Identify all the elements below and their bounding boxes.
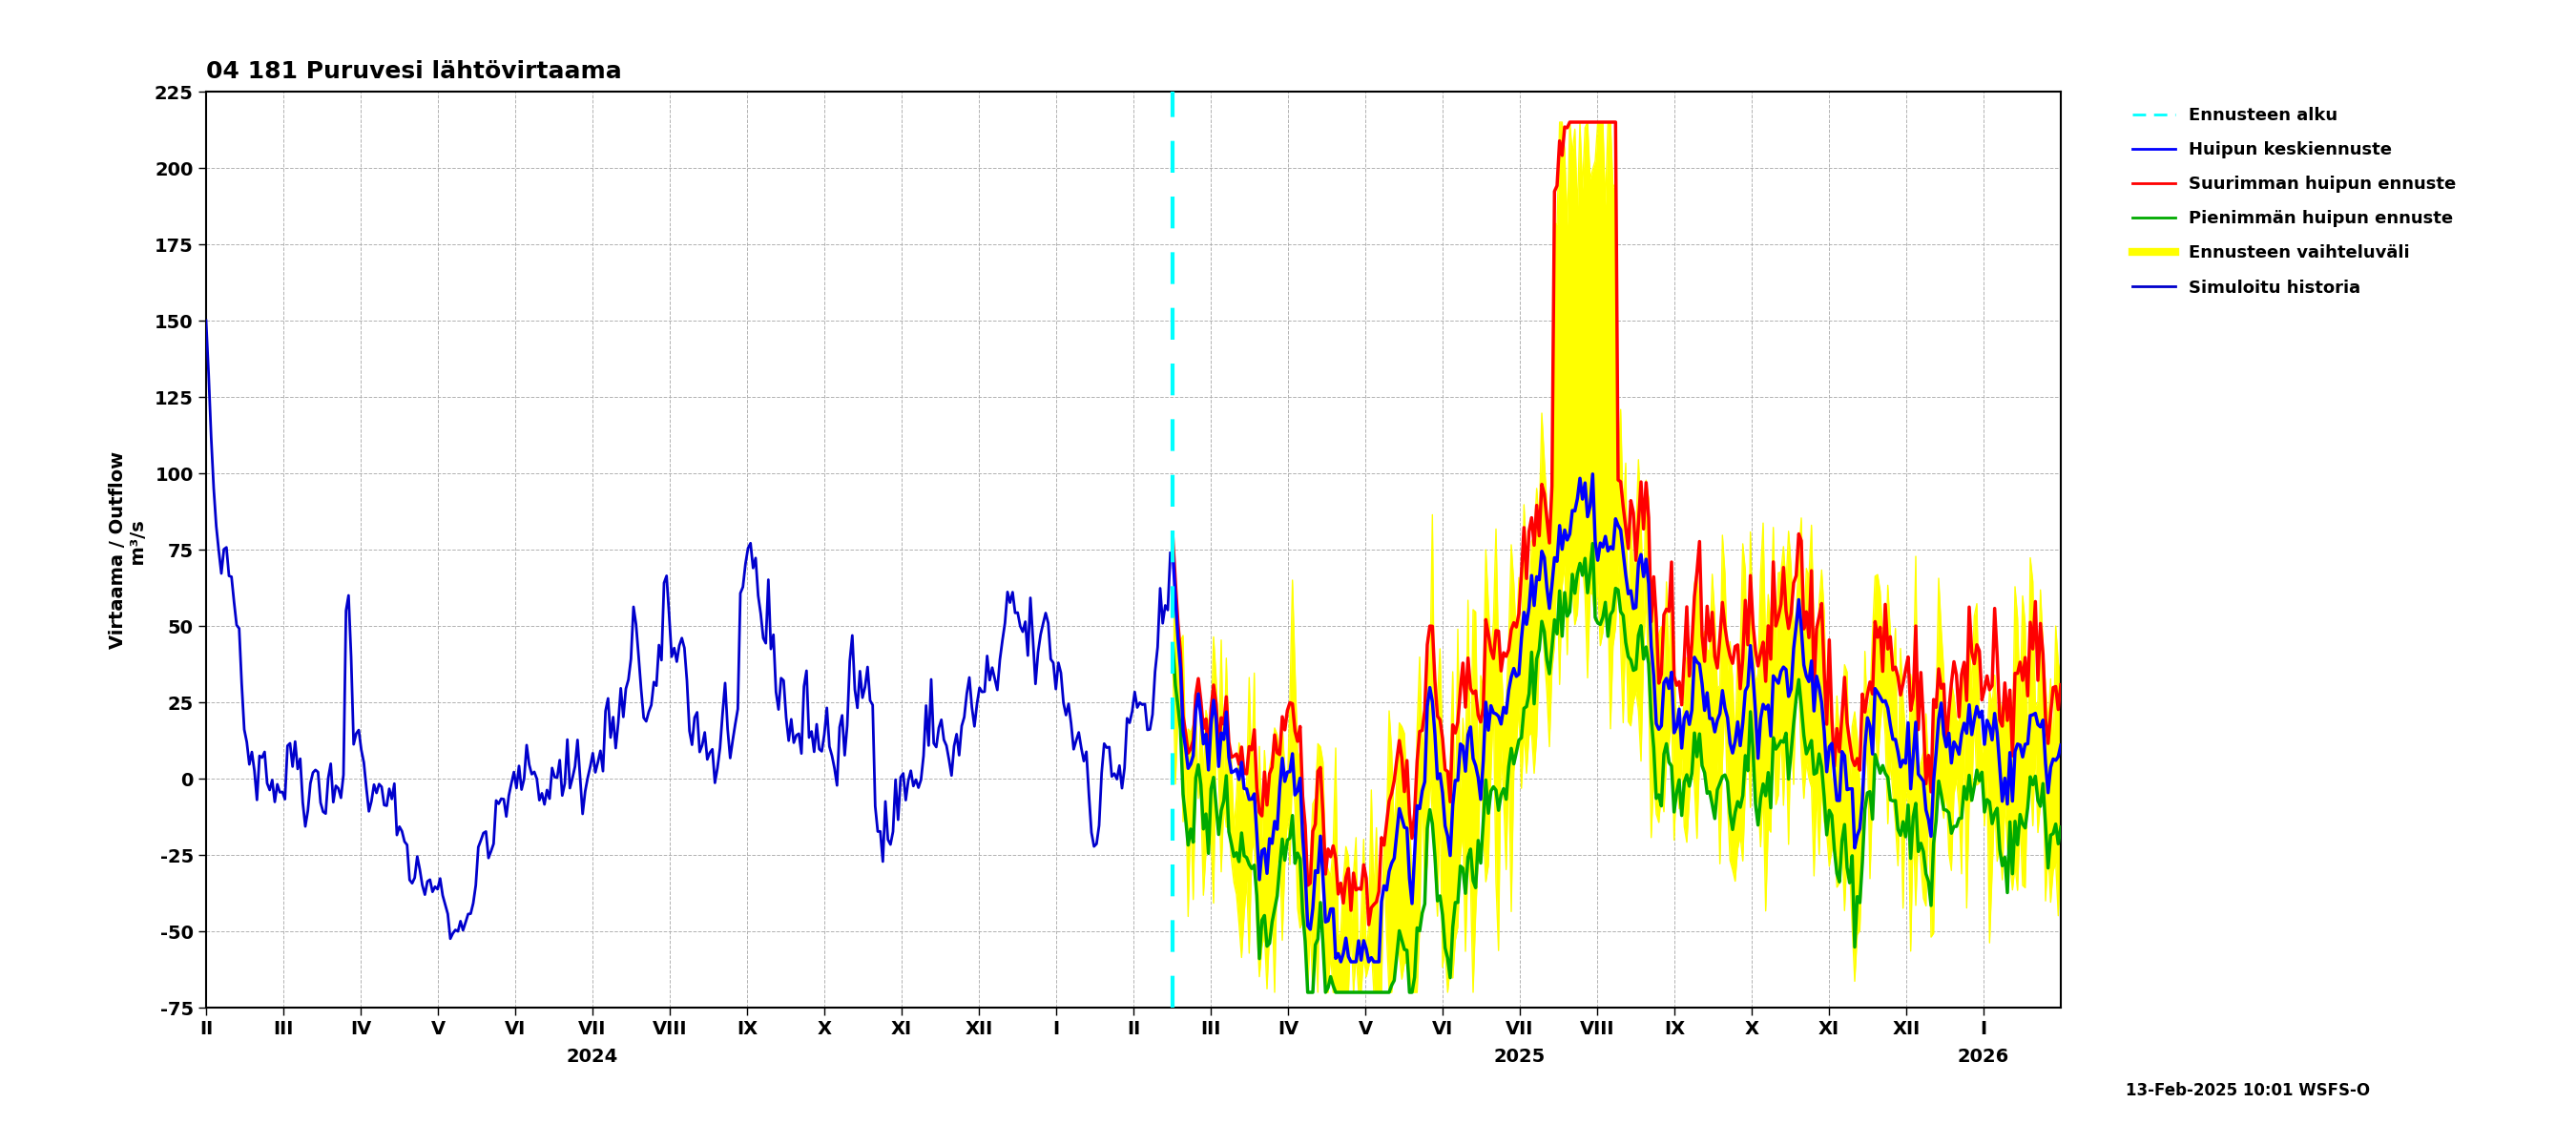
Text: 2024: 2024 — [567, 1048, 618, 1065]
Text: 04 181 Puruvesi lähtövirtaama: 04 181 Puruvesi lähtövirtaama — [206, 61, 621, 84]
Text: 13-Feb-2025 10:01 WSFS-O: 13-Feb-2025 10:01 WSFS-O — [2125, 1082, 2370, 1099]
Text: 2025: 2025 — [1494, 1048, 1546, 1065]
Text: 2026: 2026 — [1958, 1048, 2009, 1065]
Y-axis label: Virtaama / Outflow
  m³/s: Virtaama / Outflow m³/s — [108, 451, 147, 648]
Legend: Ennusteen alku, Huipun keskiennuste, Suurimman huipun ennuste, Pienimmän huipun : Ennusteen alku, Huipun keskiennuste, Suu… — [2125, 101, 2463, 303]
